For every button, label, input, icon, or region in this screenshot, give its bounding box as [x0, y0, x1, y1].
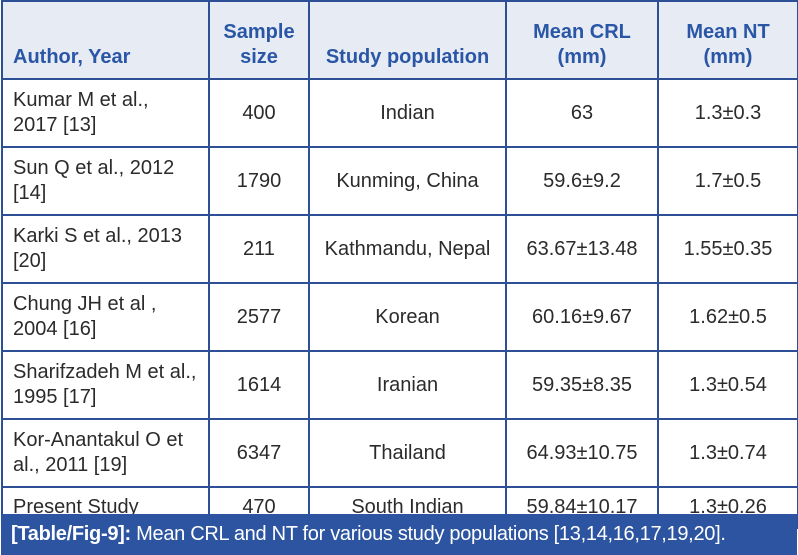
caption-label: [Table/Fig-9]:	[11, 523, 131, 545]
cell-study-population: Kathmandu, Nepal	[308, 214, 507, 284]
cell-study-population: Iranian	[308, 350, 507, 420]
header-author-year: Author, Year	[1, 0, 210, 80]
header-study-population: Study population	[308, 0, 507, 80]
table-row: Sharifzadeh M et al., 1995 [17] 1614 Irani…	[1, 350, 798, 420]
cell-mean-nt: 1.62±0.5	[657, 282, 798, 352]
cell-author-year: Sharifzadeh M et al., 1995 [17]	[1, 350, 210, 420]
cell-mean-crl: 64.93±10.75	[505, 418, 659, 488]
cell-mean-crl: 59.6±9.2	[505, 146, 659, 216]
cell-mean-crl: 63.67±13.48	[505, 214, 659, 284]
cell-mean-crl: 59.35±8.35	[505, 350, 659, 420]
cell-sample-size: 400	[208, 78, 310, 148]
cell-sample-size: 1790	[208, 146, 310, 216]
table-row: Karki S et al., 2013 [20] 211 Kathmandu, N…	[1, 214, 798, 284]
cell-mean-crl: 63	[505, 78, 659, 148]
cell-study-population: Indian	[308, 78, 507, 148]
table-row: Kor-Anantakul O et al., 2011 [19] 6347 Tha…	[1, 418, 798, 488]
cell-author-year: Sun Q et al., 2012 [14]	[1, 146, 210, 216]
cell-study-population: Korean	[308, 282, 507, 352]
cell-mean-nt: 1.3±0.74	[657, 418, 798, 488]
header-mean-crl: Mean CRL (mm)	[505, 0, 659, 80]
cell-mean-nt: 1.3±0.54	[657, 350, 798, 420]
table-caption: [Table/Fig-9]: Mean CRL and NT for vario…	[1, 514, 797, 555]
header-row: Author, Year Sample size Study populatio…	[1, 0, 798, 80]
table-row: Sun Q et al., 2012 [14] 1790 Kunming, Chin…	[1, 146, 798, 216]
cell-sample-size: 6347	[208, 418, 310, 488]
caption-text: Mean CRL and NT for various study popula…	[130, 523, 726, 545]
cell-mean-nt: 1.7±0.5	[657, 146, 798, 216]
header-mean-nt: Mean NT (mm)	[657, 0, 798, 80]
data-table: Author, Year Sample size Study populatio…	[1, 0, 798, 529]
cell-sample-size: 1614	[208, 350, 310, 420]
cell-author-year: Chung JH et al , 2004 [16]	[1, 282, 210, 352]
table-row: Kumar M et al., 2017 [13] 400 Indian 63 1.3±…	[1, 78, 798, 148]
cell-study-population: Kunming, China	[308, 146, 507, 216]
cell-sample-size: 2577	[208, 282, 310, 352]
cell-author-year: Kor-Anantakul O et al., 2011 [19]	[1, 418, 210, 488]
cell-mean-nt: 1.55±0.35	[657, 214, 798, 284]
cell-mean-crl: 60.16±9.67	[505, 282, 659, 352]
cell-study-population: Thailand	[308, 418, 507, 488]
table-row: Chung JH et al , 2004 [16] 2577 Korean 60.1…	[1, 282, 798, 352]
cell-sample-size: 211	[208, 214, 310, 284]
header-sample-size: Sample size	[208, 0, 310, 80]
cell-mean-nt: 1.3±0.3	[657, 78, 798, 148]
cell-author-year: Kumar M et al., 2017 [13]	[1, 78, 210, 148]
cell-author-year: Karki S et al., 2013 [20]	[1, 214, 210, 284]
